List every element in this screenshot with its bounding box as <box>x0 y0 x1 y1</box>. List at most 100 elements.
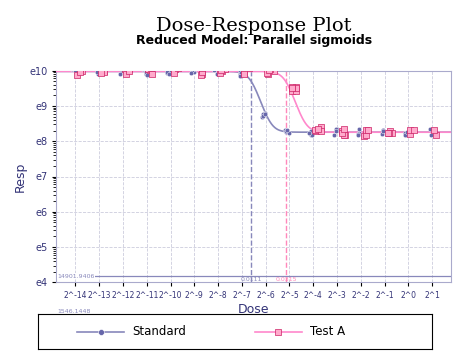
Point <box>401 130 408 136</box>
Point <box>265 67 272 72</box>
Point <box>236 71 244 76</box>
Point <box>68 67 75 72</box>
Point <box>385 130 393 136</box>
Point <box>119 68 127 73</box>
Point <box>214 71 221 77</box>
Text: Dose-Response Plot: Dose-Response Plot <box>156 18 352 35</box>
Point <box>332 128 340 133</box>
Point <box>147 66 154 71</box>
Point <box>307 128 314 134</box>
Point <box>175 65 182 71</box>
Point <box>218 68 226 74</box>
Point <box>92 66 100 71</box>
Point <box>146 67 153 73</box>
Point <box>388 130 396 136</box>
Point <box>259 113 266 118</box>
Point <box>117 72 124 77</box>
Point <box>172 66 179 72</box>
Text: Reduced Model: Parallel sigmoids: Reduced Model: Parallel sigmoids <box>136 34 372 47</box>
Point <box>262 110 269 116</box>
Point <box>282 128 290 134</box>
Point <box>431 127 438 133</box>
Point <box>72 69 79 74</box>
Point <box>407 131 414 137</box>
Point <box>307 132 314 137</box>
Point <box>76 65 84 71</box>
Point <box>266 66 274 72</box>
Point <box>264 71 272 77</box>
Y-axis label: Resp: Resp <box>13 161 26 192</box>
Point <box>121 66 129 72</box>
Point <box>125 68 133 74</box>
Point <box>263 70 271 76</box>
Point <box>355 126 363 132</box>
Text: 0.0111: 0.0111 <box>241 277 262 282</box>
Point <box>97 329 104 335</box>
Point <box>410 127 417 133</box>
Point <box>198 69 206 75</box>
Point <box>426 126 433 132</box>
Text: Standard: Standard <box>133 325 186 338</box>
Point <box>384 130 392 136</box>
Point <box>78 68 86 73</box>
Point <box>213 71 221 76</box>
Point <box>241 71 248 77</box>
Point <box>401 133 408 138</box>
Point <box>237 69 244 74</box>
Point <box>118 68 126 74</box>
Point <box>354 131 361 137</box>
Point <box>311 127 318 133</box>
Point <box>340 132 348 138</box>
Point <box>317 128 325 134</box>
Point <box>379 127 387 133</box>
Point <box>190 66 198 72</box>
Point <box>362 127 370 133</box>
Point <box>288 84 295 90</box>
Point <box>259 111 266 117</box>
Point <box>241 70 248 76</box>
Point <box>360 133 368 138</box>
Point <box>338 130 345 136</box>
Point <box>402 132 409 138</box>
Point <box>314 126 322 132</box>
Point <box>432 132 439 138</box>
Point <box>216 70 224 76</box>
Point <box>258 114 266 120</box>
Point <box>142 71 149 76</box>
Point <box>288 88 296 94</box>
Text: 14901.9406: 14901.9406 <box>58 274 95 279</box>
Point <box>170 70 177 76</box>
Point <box>119 66 127 72</box>
Point <box>355 130 362 135</box>
Point <box>237 73 244 79</box>
Point <box>99 65 107 71</box>
Point <box>282 129 290 134</box>
Point <box>339 128 346 134</box>
Point <box>333 126 340 132</box>
Point <box>95 69 102 74</box>
Point <box>341 132 349 138</box>
Point <box>285 130 292 136</box>
Point <box>163 70 171 76</box>
Point <box>188 67 196 73</box>
Point <box>76 69 84 74</box>
Text: Test A: Test A <box>310 325 345 338</box>
Point <box>308 132 316 137</box>
Point <box>142 69 150 74</box>
Point <box>306 129 314 135</box>
Point <box>125 66 133 71</box>
Point <box>166 71 173 76</box>
Point <box>292 88 299 94</box>
Point <box>94 71 102 77</box>
Point <box>97 70 104 76</box>
Text: 1546.1448: 1546.1448 <box>58 309 91 313</box>
Point <box>379 132 386 137</box>
Point <box>380 128 387 133</box>
Point <box>313 128 320 133</box>
X-axis label: Dose: Dose <box>238 303 270 316</box>
Point <box>93 70 101 75</box>
Point <box>340 126 348 132</box>
Point <box>190 69 198 74</box>
Text: 160.4196: 160.4196 <box>58 343 87 348</box>
Point <box>354 132 362 138</box>
